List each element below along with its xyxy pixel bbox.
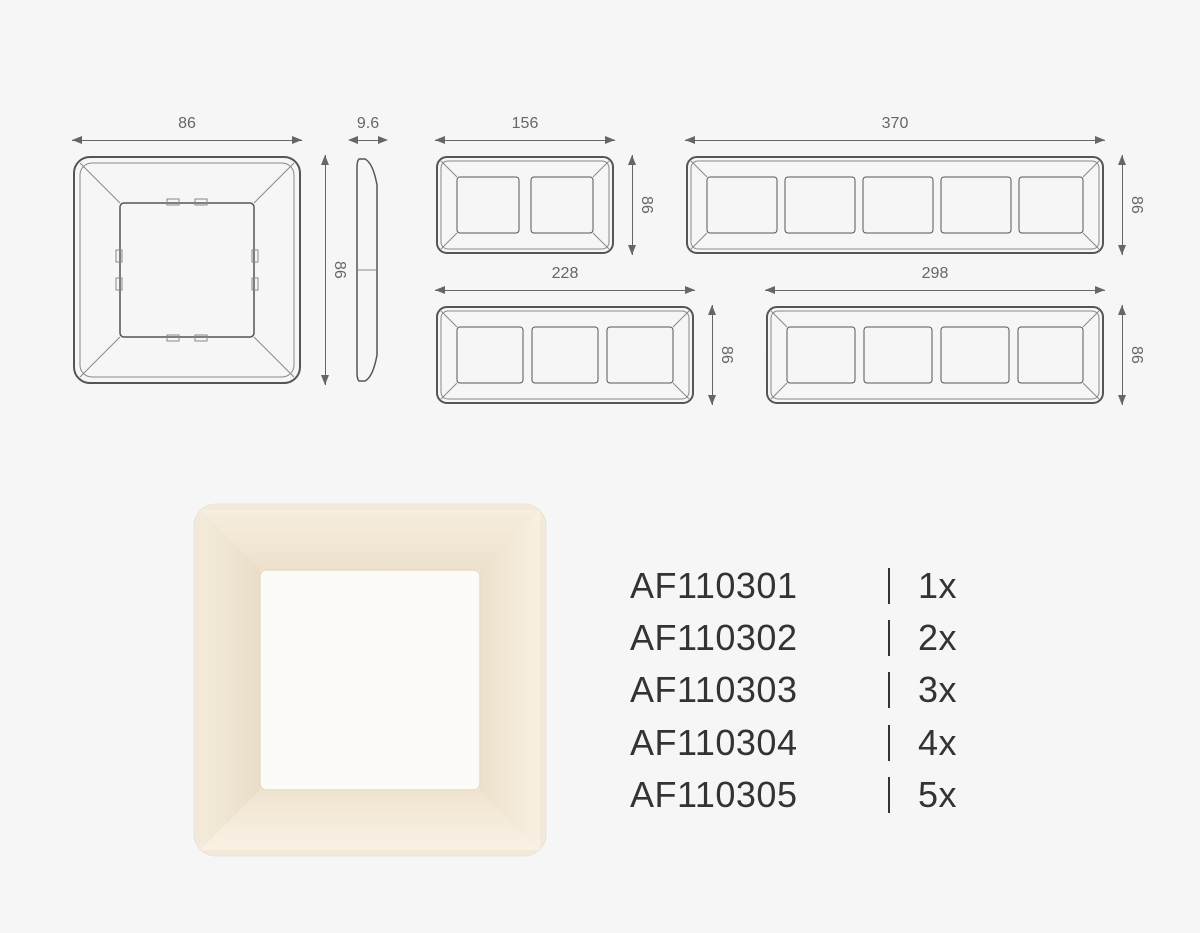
sku: AF110301	[630, 560, 860, 612]
table-divider	[888, 777, 890, 813]
table-divider	[888, 568, 890, 604]
table-divider	[888, 725, 890, 761]
dim-two-width: 156	[435, 115, 615, 133]
technical-drawings: 86 86 9.6 156 86	[0, 0, 1200, 450]
dim-three-width: 228	[435, 265, 695, 283]
dim-three-height: 86	[717, 305, 735, 405]
drawing-two-gang	[435, 155, 615, 255]
dim-single-width: 86	[72, 115, 302, 133]
parts-row: AF110301 1x	[630, 560, 998, 612]
dim-two-height: 86	[637, 155, 655, 255]
dim-single-height: 86	[330, 155, 348, 385]
sku: AF110305	[630, 769, 860, 821]
parts-row: AF110304 4x	[630, 717, 998, 769]
drawing-single-frame	[72, 155, 302, 385]
qty: 5x	[918, 769, 998, 821]
qty: 3x	[918, 664, 998, 716]
table-divider	[888, 672, 890, 708]
qty: 1x	[918, 560, 998, 612]
drawing-side-profile	[355, 155, 381, 385]
dim-four-height: 86	[1127, 305, 1145, 405]
qty: 4x	[918, 717, 998, 769]
parts-row: AF110305 5x	[630, 769, 998, 821]
drawing-four-gang	[765, 305, 1105, 405]
parts-row: AF110303 3x	[630, 664, 998, 716]
dim-four-width: 298	[765, 265, 1105, 283]
parts-table: AF110301 1x AF110302 2x AF110303 3x AF11…	[630, 560, 998, 821]
parts-row: AF110302 2x	[630, 612, 998, 664]
drawing-five-gang	[685, 155, 1105, 255]
dim-five-height: 86	[1127, 155, 1145, 255]
product-render-frame	[190, 500, 550, 860]
dim-five-width: 370	[685, 115, 1105, 133]
table-divider	[888, 620, 890, 656]
qty: 2x	[918, 612, 998, 664]
sku: AF110304	[630, 717, 860, 769]
drawing-three-gang	[435, 305, 695, 405]
sku: AF110302	[630, 612, 860, 664]
sku: AF110303	[630, 664, 860, 716]
dim-side-depth: 9.6	[348, 115, 388, 133]
